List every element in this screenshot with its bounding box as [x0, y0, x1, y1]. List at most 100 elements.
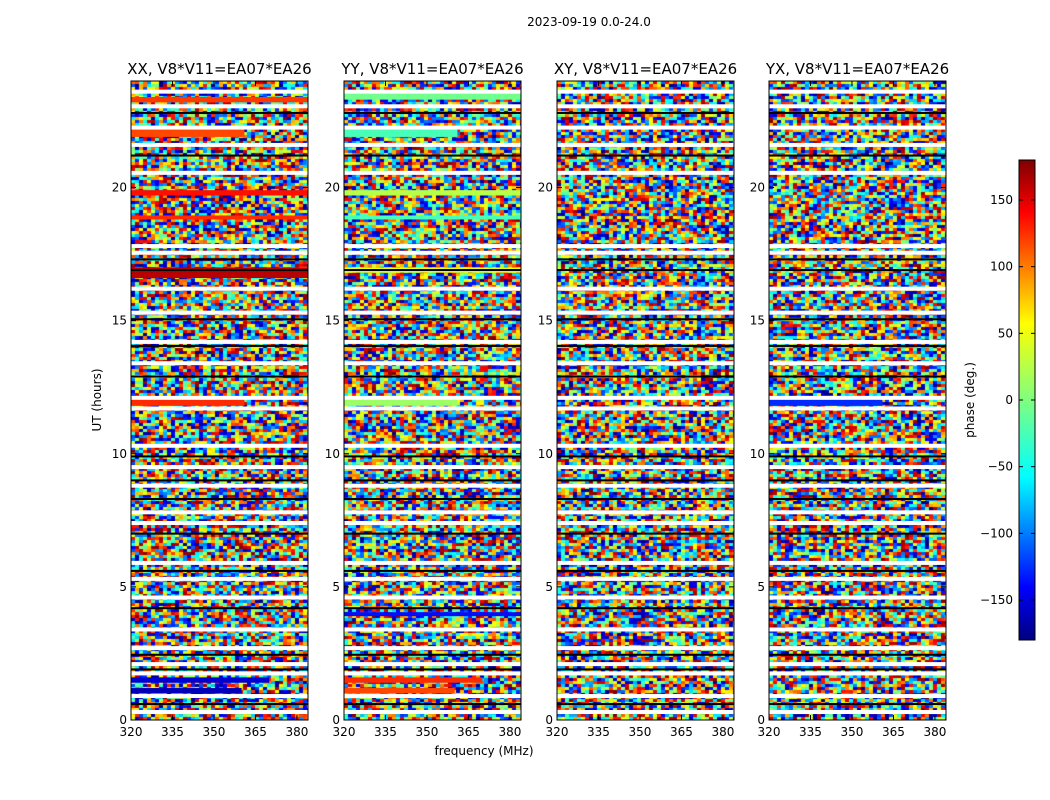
flagged-row	[769, 339, 946, 344]
flagged-row	[769, 646, 946, 651]
dark-row	[769, 569, 946, 572]
phase-band	[344, 688, 455, 694]
flagged-row	[557, 244, 734, 249]
flagged-row	[769, 142, 946, 147]
dark-row	[557, 479, 734, 482]
dark-row	[769, 532, 946, 535]
flagged-row	[557, 406, 734, 411]
flagged-row	[557, 250, 734, 255]
y-tick-label: 5	[545, 580, 553, 594]
flagged-row	[344, 560, 521, 565]
dark-row	[769, 269, 946, 272]
dark-row	[131, 375, 308, 378]
flagged-row	[131, 395, 308, 400]
dark-row	[557, 498, 734, 501]
flagged-row	[769, 125, 946, 130]
flagged-row	[557, 576, 734, 581]
colorbar-tick-label: −150	[980, 593, 1013, 607]
dark-row	[131, 653, 308, 656]
heatmap-panel-1: XX, V8*V11=EA07*EA26 320 335 350 365 380 0 5 10 1…	[112, 60, 312, 739]
dark-row	[769, 258, 946, 261]
x-axis-label: frequency (MHz)	[434, 744, 533, 758]
flagged-row	[131, 710, 308, 715]
flagged-row	[344, 286, 521, 291]
dark-row	[344, 154, 521, 157]
flagged-row	[131, 142, 308, 147]
y-tick-label: 5	[757, 580, 765, 594]
flagged-row	[557, 125, 734, 130]
dark-row	[769, 455, 946, 458]
flagged-row	[769, 395, 946, 400]
flagged-row	[131, 361, 308, 366]
flagged-row	[769, 694, 946, 699]
flagged-row	[131, 520, 308, 525]
flagged-row	[131, 671, 308, 676]
dark-row	[769, 344, 946, 347]
flagged-row	[131, 560, 308, 565]
x-tick-label: 365	[457, 725, 480, 739]
flagged-row	[769, 627, 946, 632]
dark-row	[557, 569, 734, 572]
dark-row	[769, 111, 946, 114]
dark-row	[131, 455, 308, 458]
flagged-row	[131, 170, 308, 175]
y-tick-label: 20	[538, 181, 553, 195]
x-tick-label: 380	[923, 725, 946, 739]
y-tick-label: 0	[545, 713, 553, 727]
flagged-row	[131, 339, 308, 344]
x-tick-label: 350	[629, 725, 652, 739]
x-tick-label: 335	[161, 725, 184, 739]
phase-band	[344, 92, 521, 100]
flagged-row	[557, 89, 734, 94]
flagged-row	[131, 662, 308, 667]
dark-row	[131, 111, 308, 114]
colorbar-tick-label: −100	[980, 526, 1013, 540]
dark-row	[344, 498, 521, 501]
flagged-row	[769, 560, 946, 565]
flagged-row	[344, 510, 521, 515]
flagged-row	[769, 89, 946, 94]
dark-row	[769, 375, 946, 378]
flagged-row	[557, 560, 734, 565]
flagged-row	[557, 510, 734, 515]
flagged-row	[769, 104, 946, 109]
phase-band	[344, 399, 458, 406]
flagged-row	[131, 250, 308, 255]
flagged-row	[769, 595, 946, 600]
dark-row	[557, 269, 734, 272]
phase-band	[131, 688, 242, 694]
flagged-row	[557, 170, 734, 175]
x-tick-label: 320	[333, 725, 356, 739]
dark-row	[557, 532, 734, 535]
flagged-row	[131, 465, 308, 470]
flagged-row	[769, 465, 946, 470]
panel-title: XX, V8*V11=EA07*EA26	[127, 60, 311, 78]
dark-row	[557, 318, 734, 321]
flagged-row	[344, 125, 521, 130]
dark-row	[344, 607, 521, 610]
flagged-row	[769, 510, 946, 515]
dark-row	[769, 668, 946, 671]
phase-band	[131, 96, 308, 103]
flagged-row	[557, 520, 734, 525]
x-tick-label: 320	[758, 725, 781, 739]
dark-row	[131, 154, 308, 157]
flagged-row	[557, 710, 734, 715]
flagged-row	[769, 520, 946, 525]
dark-row	[769, 703, 946, 706]
flagged-row	[344, 310, 521, 315]
phase-band	[344, 128, 458, 137]
figure-suptitle: 2023-09-19 0.0-24.0	[527, 15, 651, 29]
colorbar-ticks: −150 −100 −50 0 50 100 150	[980, 193, 1035, 607]
y-tick-label: 15	[750, 314, 765, 328]
flagged-row	[557, 646, 734, 651]
flagged-row	[769, 310, 946, 315]
panel-frame	[556, 80, 735, 721]
phase-band	[131, 215, 308, 220]
x-tick-label: 380	[711, 725, 734, 739]
y-tick-label: 20	[112, 181, 127, 195]
flagged-row	[557, 361, 734, 366]
flagged-row	[131, 646, 308, 651]
x-tick-label: 350	[203, 725, 226, 739]
dark-row	[344, 569, 521, 572]
